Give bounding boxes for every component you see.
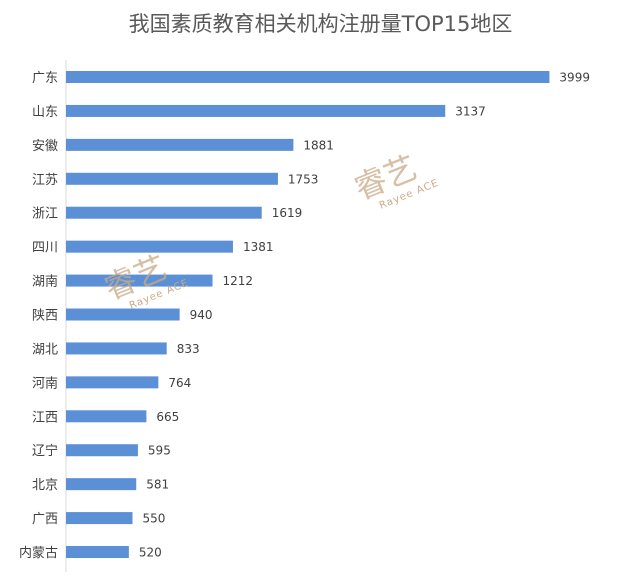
category-label: 湖南 [32,274,58,290]
category-label: 安徽 [32,139,58,154]
value-label: 1753 [288,172,319,186]
bar [66,274,213,287]
value-label: 1381 [243,240,274,254]
value-label: 1619 [272,206,303,220]
bar [66,172,278,185]
category-label: 北京 [32,478,58,493]
bar [66,104,446,117]
bar [66,138,294,151]
category-label: 浙江 [32,207,58,222]
value-label: 833 [177,342,200,356]
value-label: 940 [190,308,213,322]
value-label: 3999 [559,71,590,85]
value-label: 3137 [455,104,486,118]
value-label: 1881 [303,138,334,152]
category-label: 山东 [32,105,58,120]
bar [66,342,167,355]
category-label: 河南 [32,375,58,391]
bar [66,376,159,389]
bar [66,546,129,559]
value-label: 550 [142,512,165,526]
value-label: 581 [146,478,169,492]
bar [66,478,137,491]
value-label: 665 [156,410,179,424]
bar [66,240,233,253]
value-label: 520 [139,546,162,560]
bar [66,206,262,219]
category-label: 江苏 [32,172,58,188]
value-label: 764 [168,376,191,390]
bar [66,512,133,525]
chart-title: 我国素质教育相关机构注册量TOP15地区 [128,12,513,36]
category-label: 陕西 [32,309,58,324]
bars-group: 广东 3999 山东 3137 安徽 1881 江苏 1753 浙江 1619 四川 1381 湖南 12… [19,71,590,562]
category-label: 内蒙古 [19,545,58,561]
bar [66,444,138,457]
category-label: 江西 [32,410,58,425]
bar [66,308,180,321]
category-label: 湖北 [32,342,58,357]
category-label: 广东 [32,71,58,86]
category-label: 辽宁 [32,443,58,459]
value-label: 595 [148,444,171,458]
bar [66,410,147,423]
category-label: 广西 [32,512,58,527]
category-label: 四川 [32,241,58,256]
value-label: 1212 [223,274,254,288]
bar [66,71,550,83]
